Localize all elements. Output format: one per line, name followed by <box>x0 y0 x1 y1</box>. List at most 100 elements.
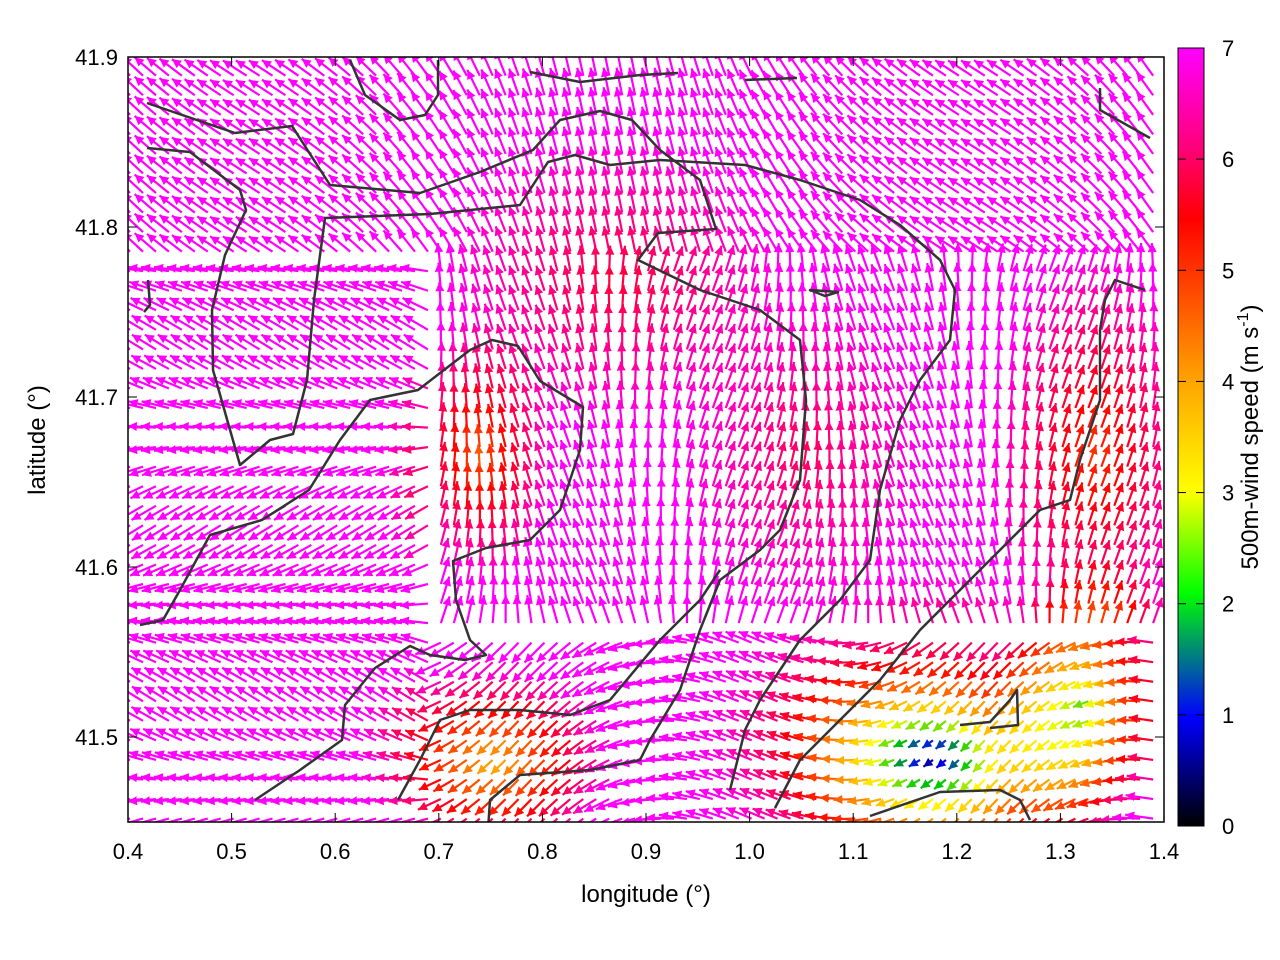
wind-vector-head <box>922 420 931 431</box>
wind-vector-head <box>128 316 129 318</box>
wind-vector-head <box>988 596 998 607</box>
wind-vector-head <box>843 659 854 669</box>
wind-vector-head <box>454 576 464 587</box>
wind-vector-head <box>524 672 535 682</box>
wind-vector-head <box>1034 762 1045 772</box>
wind-vector-head <box>144 667 155 677</box>
wind-vector-head <box>498 653 509 663</box>
wind-vector-head <box>273 667 284 677</box>
wind-vector-head <box>399 600 410 610</box>
wind-vector <box>128 327 131 331</box>
wind-vector-head <box>402 796 412 806</box>
wind-vector <box>128 602 131 605</box>
wind-vector-head <box>981 688 992 699</box>
wind-vector-head <box>1128 462 1137 473</box>
wind-vector-head <box>232 750 243 760</box>
wind-vector-head <box>905 720 916 730</box>
wind-vector-head <box>806 714 817 724</box>
wind-vector-head <box>322 421 332 431</box>
wind-vector-head <box>983 725 994 735</box>
wind-vector-head <box>1125 811 1135 821</box>
wind-vector-head <box>400 632 411 642</box>
wind-vector-head <box>364 707 375 716</box>
wind-vector-head <box>1102 521 1111 532</box>
wind-vector-head <box>300 686 311 696</box>
wind-vector-head <box>235 667 246 677</box>
wind-vector-head <box>272 728 283 737</box>
wind-vector-head <box>389 773 399 783</box>
wind-vector-head <box>966 651 977 662</box>
wind-vector-head <box>442 576 451 587</box>
wind-vector-head <box>901 684 912 693</box>
wind-vector-head <box>572 825 582 834</box>
wind-vector-head <box>348 616 358 626</box>
wind-vector-head <box>584 823 594 831</box>
wind-vector-head <box>1128 600 1137 611</box>
wind-vector-head <box>935 439 945 450</box>
wind-vector-head <box>764 631 775 641</box>
wind-vector-head <box>685 691 696 701</box>
wind-vector-head <box>415 666 426 675</box>
wind-vector-head <box>169 728 180 737</box>
wind-vector-head <box>945 802 955 812</box>
wind-vector-head <box>931 801 942 811</box>
wind-vector-head <box>766 789 777 798</box>
wind-vector-head <box>206 632 217 642</box>
wind-vector-head <box>140 773 151 783</box>
wind-vector-head <box>607 702 618 711</box>
wind-vector-head <box>672 771 683 780</box>
wind-vector-head <box>463 500 473 510</box>
wind-vector-head <box>714 265 723 276</box>
wind-vector-head <box>793 771 804 781</box>
wind-vector-head <box>335 616 345 626</box>
wind-vector-head <box>1091 640 1102 650</box>
wind-vector-head <box>573 745 584 755</box>
wind-vector-head <box>1083 679 1093 689</box>
wind-vector-head <box>503 765 514 776</box>
wind-vector-head <box>448 744 459 754</box>
wind-vector-head <box>446 804 457 813</box>
wind-vector-head <box>219 632 230 642</box>
wind-vector-head <box>361 616 371 626</box>
wind-vector-head <box>1089 304 1099 315</box>
wind-vector-head <box>388 796 398 806</box>
wind-vector-head <box>335 421 345 431</box>
wind-vector-head <box>390 667 401 677</box>
wind-vector-head <box>144 686 155 696</box>
wind-vector <box>139 817 157 822</box>
wind-vector-head <box>551 747 562 757</box>
wind-vector-head <box>283 600 293 610</box>
wind-vector-head <box>286 706 297 716</box>
wind-vector-head <box>298 650 309 659</box>
wind-vector-head <box>548 651 559 661</box>
wind-vector-head <box>1128 733 1138 743</box>
wind-vector-head <box>515 786 526 796</box>
wind-vector-head <box>1126 772 1137 782</box>
wind-vector-head <box>766 710 777 720</box>
wind-vector-head <box>1101 795 1111 805</box>
wind-vector-head <box>387 422 398 432</box>
wind-vector-head <box>527 786 538 797</box>
wind-vector-head <box>1022 723 1033 733</box>
wind-vector-head <box>378 707 389 716</box>
wind-vector-head <box>572 668 583 678</box>
wind-vector-head <box>309 773 319 783</box>
wind-vector-head <box>658 655 669 665</box>
wind-vector-head <box>257 600 267 610</box>
wind-vector-head <box>106 316 116 324</box>
wind-vector-head <box>752 382 762 393</box>
wind-vector <box>281 817 299 822</box>
wind-vector-head <box>658 694 669 704</box>
wind-vector <box>897 817 908 822</box>
wind-vector-head <box>620 660 630 670</box>
wind-vector-head <box>896 303 906 314</box>
wind-vector-head <box>487 690 497 700</box>
wind-vector-head <box>877 778 888 787</box>
wind-vector-head <box>390 751 401 760</box>
wind-vector-head <box>297 750 308 760</box>
wind-vector-head <box>258 750 269 760</box>
wind-vector-head <box>205 421 215 431</box>
wind-vector-head <box>607 741 618 750</box>
wind-vector-head <box>154 632 165 642</box>
wind-vector-head <box>141 632 152 642</box>
